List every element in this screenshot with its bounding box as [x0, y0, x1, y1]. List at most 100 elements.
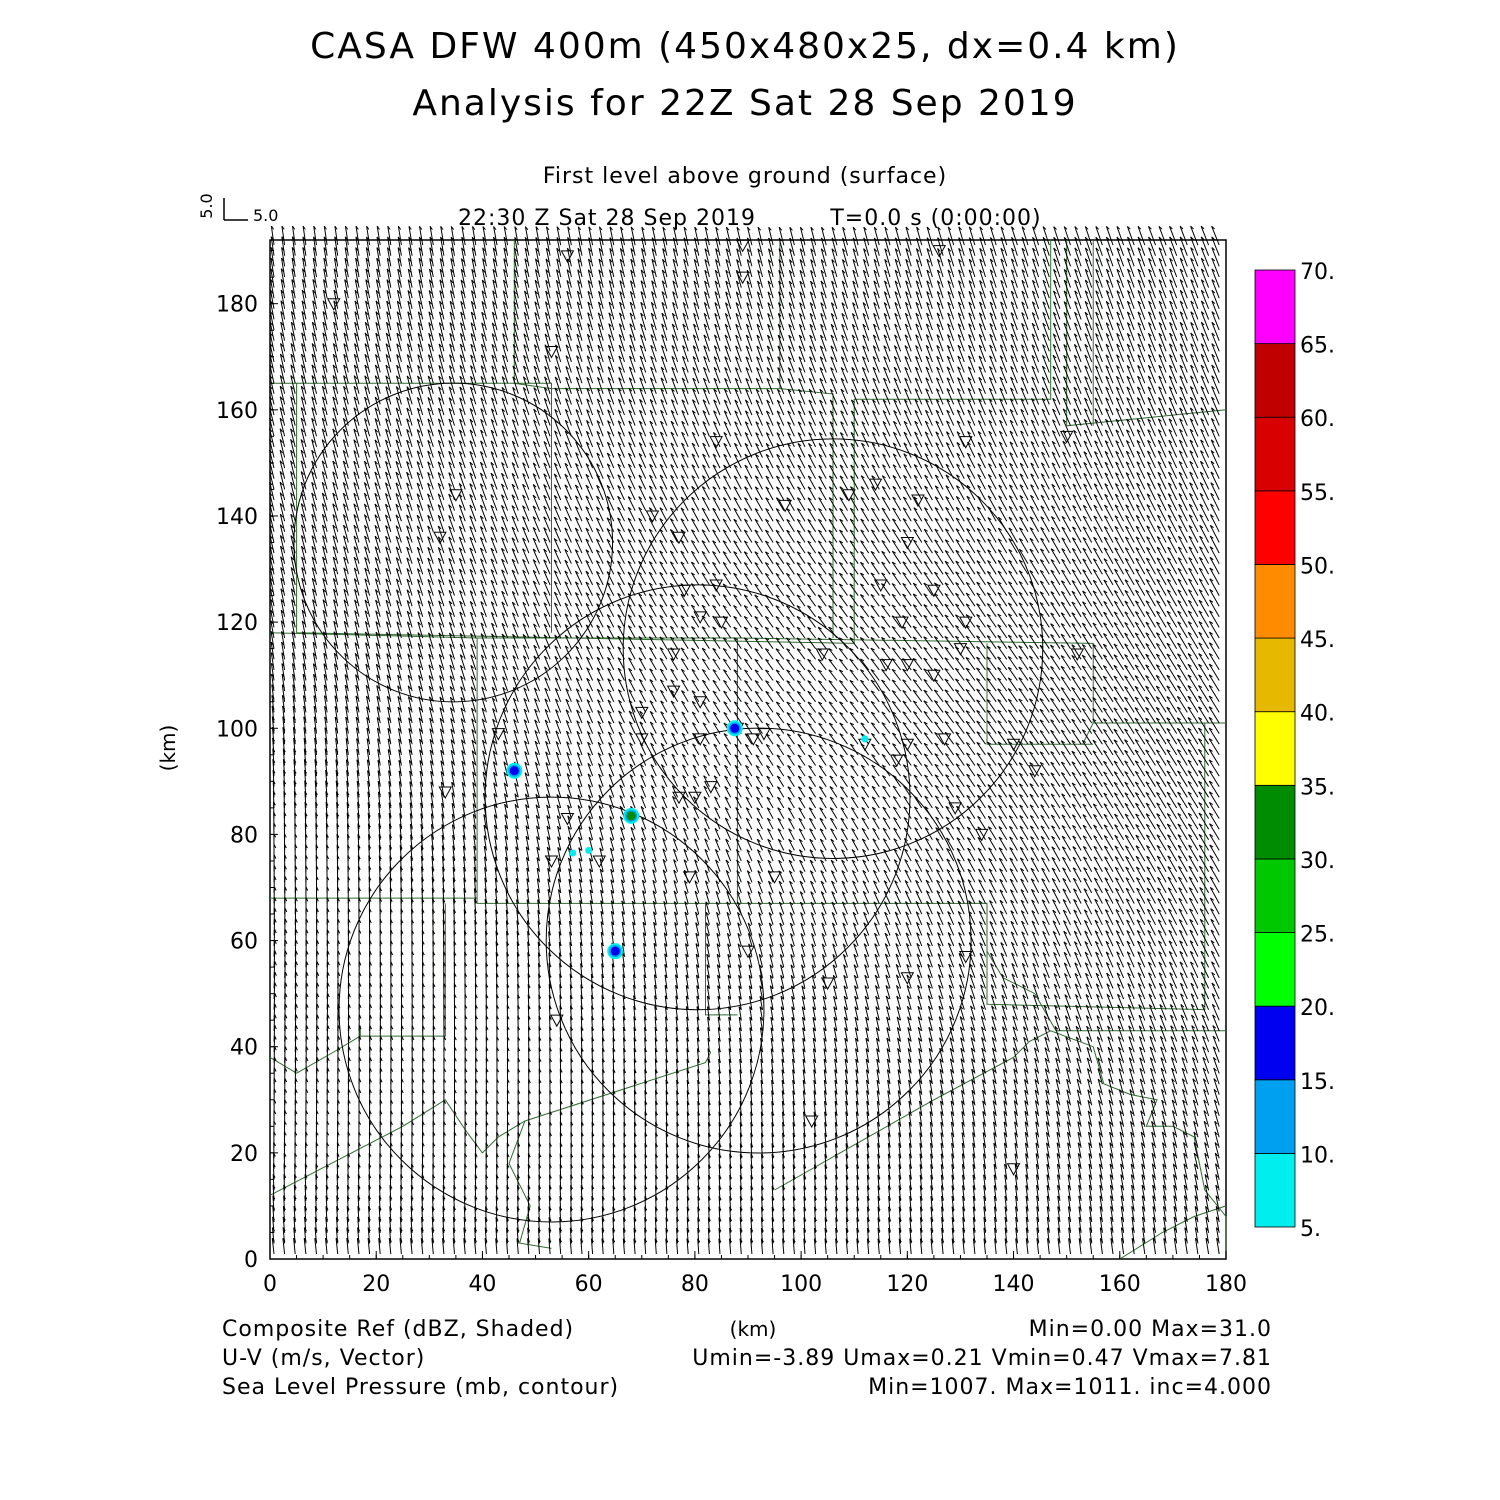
- wind-vector: [888, 1196, 891, 1212]
- wind-vector: [410, 1238, 413, 1255]
- wind-vector: [1173, 1227, 1178, 1244]
- wind-vector: [1089, 1206, 1093, 1223]
- wind-vector: [1152, 1195, 1156, 1212]
- wind-vector: [357, 1195, 360, 1212]
- wind-vector: [845, 1227, 848, 1244]
- wind-vector: [612, 1217, 615, 1233]
- wind-vector: [909, 1217, 912, 1233]
- wind-vector: [314, 1216, 317, 1233]
- wind-vector: [399, 1238, 402, 1255]
- wind-vector: [729, 1196, 732, 1212]
- wind-vector: [1068, 1227, 1071, 1244]
- wind-vector: [1025, 1227, 1029, 1244]
- wind-vector: [442, 1216, 445, 1233]
- wind-vector: [474, 1206, 477, 1223]
- wind-vector: [1099, 1217, 1103, 1233]
- wind-vector: [835, 1238, 838, 1255]
- wind-vector: [909, 1238, 912, 1255]
- wind-vector: [707, 1227, 710, 1244]
- wind-vector: [452, 1238, 455, 1255]
- wind-vector: [325, 1216, 328, 1233]
- wind-vector: [346, 1238, 349, 1255]
- wind-vector: [983, 1195, 986, 1212]
- wind-vector: [993, 1206, 997, 1223]
- wind-vector: [495, 1227, 498, 1244]
- wind-vector: [962, 1217, 965, 1233]
- wind-vector: [654, 1217, 657, 1233]
- wind-vector: [1162, 1195, 1167, 1212]
- wind-vector: [814, 1206, 817, 1223]
- wind-vector: [1099, 1206, 1103, 1223]
- wind-vector: [1004, 1227, 1008, 1244]
- wind-vector: [570, 1206, 572, 1223]
- wind-vector: [866, 1238, 870, 1255]
- wind-vector: [707, 1217, 710, 1233]
- wind-vector: [335, 1238, 339, 1255]
- wind-vector: [633, 1196, 636, 1212]
- wind-vector: [516, 1227, 519, 1244]
- wind-vector: [484, 1238, 487, 1255]
- wind-vector: [792, 1238, 795, 1255]
- wind-vector: [1068, 1217, 1071, 1233]
- wind-vector: [452, 1227, 455, 1244]
- wind-vector: [1015, 1217, 1018, 1233]
- wind-vector: [1141, 1195, 1146, 1212]
- wind-vector: [760, 1227, 763, 1244]
- wind-vector: [1120, 1206, 1125, 1223]
- wind-vector: [866, 1206, 870, 1223]
- wind-vector: [282, 1227, 286, 1244]
- county-boundary-line: [269, 1035, 361, 1074]
- wind-vector: [420, 1238, 424, 1255]
- wind-vector: [484, 1227, 487, 1244]
- wind-vector: [708, 1196, 710, 1212]
- wind-vector: [1131, 1216, 1135, 1233]
- wind-vector: [580, 1238, 583, 1255]
- wind-vector: [1163, 1227, 1167, 1244]
- county-boundary-line: [705, 903, 738, 1016]
- wind-vector: [962, 1206, 965, 1223]
- wind-vector: [389, 1195, 392, 1212]
- wind-vector: [346, 1216, 349, 1233]
- wind-vector: [686, 1217, 689, 1233]
- wind-vector: [930, 1227, 933, 1244]
- wind-vector: [1078, 1217, 1082, 1233]
- valid-time-label: 22:30 Z Sat 28 Sep 2019: [458, 206, 756, 231]
- wind-vector: [686, 1206, 689, 1223]
- wind-vector: [303, 1227, 307, 1244]
- county-boundary-line: [774, 1030, 1227, 1259]
- wind-vector: [463, 1238, 466, 1255]
- wind-vector: [399, 1206, 402, 1223]
- wind-vector: [1036, 1217, 1040, 1233]
- wind-vector: [601, 1206, 604, 1223]
- wind-vector: [485, 1206, 487, 1223]
- wind-vector: [1142, 1238, 1146, 1255]
- chart-title-line1: CASA DFW 400m (450x480x25, dx=0.4 km): [310, 26, 1180, 67]
- wind-vector: [303, 1238, 307, 1255]
- wind-vector: [898, 1206, 902, 1223]
- wind-vector: [1110, 1238, 1114, 1255]
- wind-vector: [654, 1238, 657, 1255]
- wind-vector: [771, 1238, 774, 1255]
- wind-vector: [962, 1238, 965, 1255]
- wind-vector: [538, 1217, 540, 1233]
- wind-vector: [538, 1206, 540, 1223]
- wind-vector: [919, 1217, 923, 1233]
- wind-vector: [1131, 1206, 1135, 1223]
- county-boundary-line: [508, 1120, 552, 1249]
- wind-vector: [962, 1196, 965, 1212]
- wind-vector: [612, 1196, 615, 1212]
- wind-vector: [410, 1227, 413, 1244]
- wind-vector: [442, 1195, 445, 1212]
- wind-vector: [495, 1238, 498, 1255]
- wind-vector: [336, 1206, 339, 1223]
- wind-vector: [1046, 1206, 1050, 1223]
- wind-vector: [888, 1217, 891, 1233]
- wind-vector: [930, 1217, 933, 1233]
- wind-vector: [283, 1184, 286, 1201]
- wind-vector: [1184, 1238, 1188, 1255]
- wind-vector: [580, 1195, 583, 1212]
- wind-vector: [623, 1217, 625, 1233]
- wind-vector: [665, 1227, 668, 1244]
- wind-vector: [559, 1238, 562, 1255]
- wind-vector: [1131, 1227, 1135, 1244]
